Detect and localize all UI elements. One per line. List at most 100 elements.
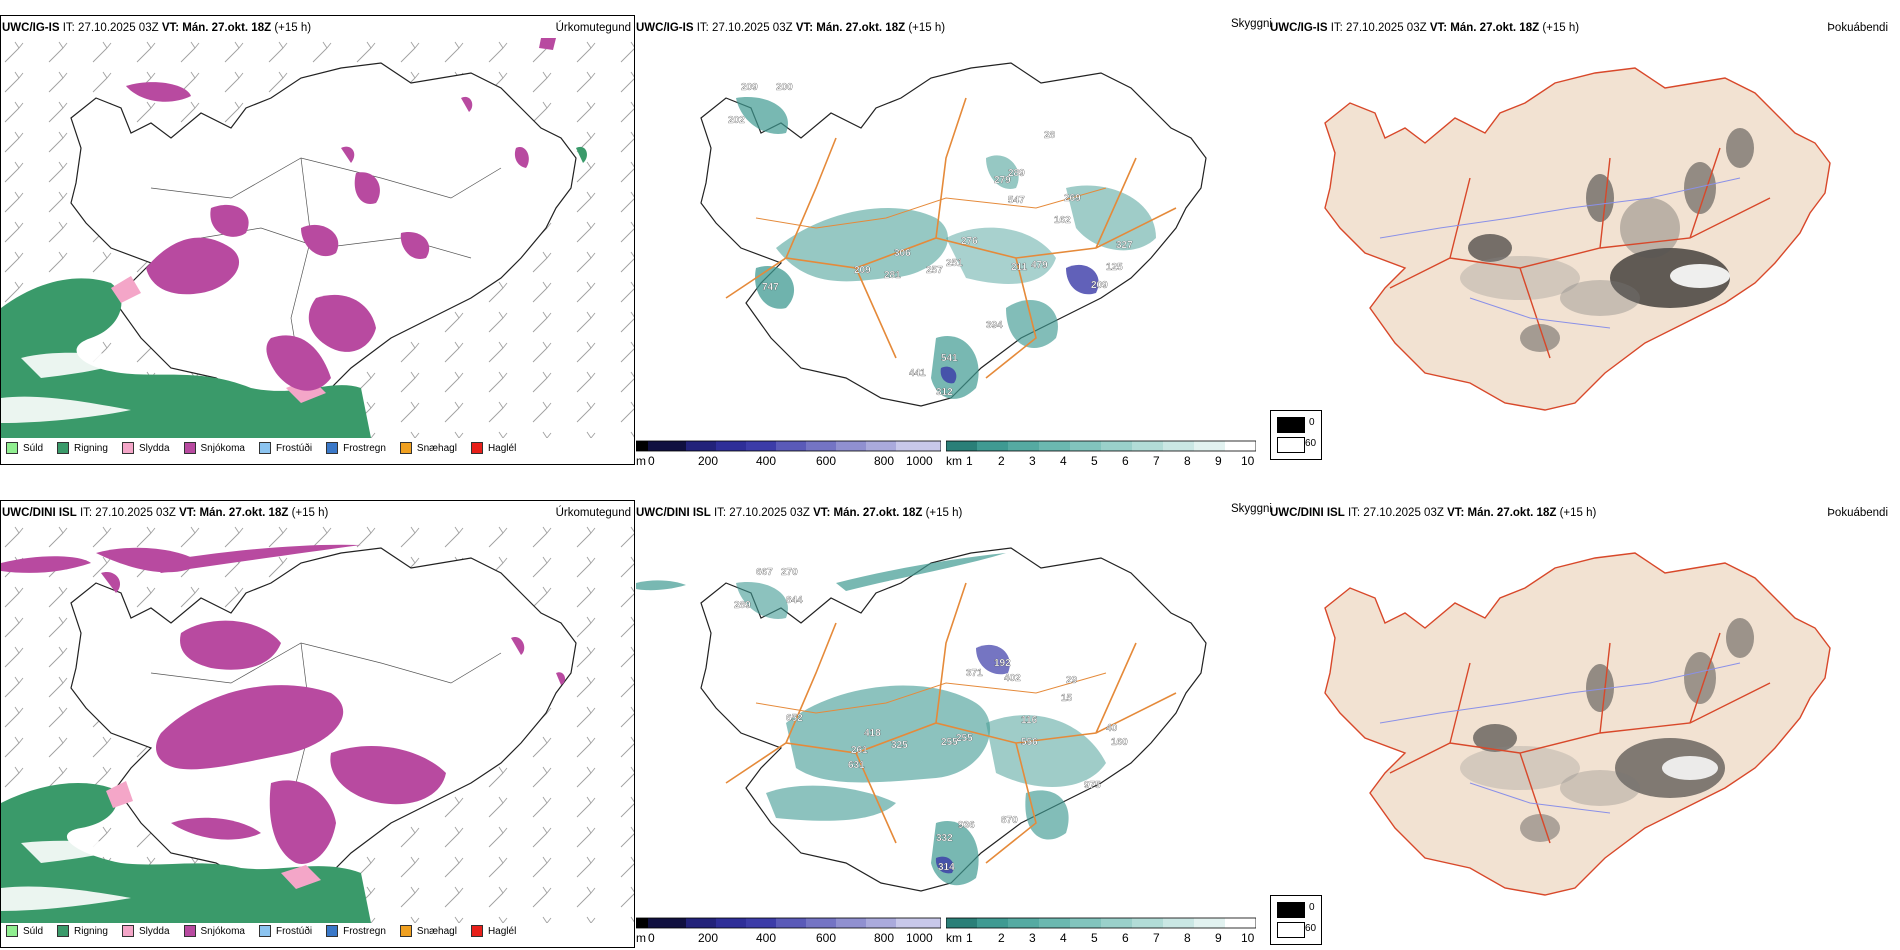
legend-label: Slydda <box>138 442 170 454</box>
snow-area <box>146 237 240 295</box>
visibility-panel-bottom: UWC/DINI ISL IT: 27.10.2025 03Z VT: Mán.… <box>636 485 1322 950</box>
legend-swatch <box>258 925 271 937</box>
legend-swatch <box>399 442 412 454</box>
legend-item: Slydda <box>121 442 170 454</box>
legend-item: Haglél <box>470 442 516 454</box>
it-value: 27.10.2025 03Z <box>95 507 176 519</box>
vis-label: 270 <box>781 567 798 578</box>
vt-label: VT: <box>795 22 814 34</box>
legend-item: Slydda <box>121 925 170 937</box>
vt-value: Mán. 27.okt. 18Z <box>1450 22 1540 34</box>
vis-label: 844 <box>786 595 803 606</box>
iceland-outline <box>1324 552 1831 896</box>
legend-swatch <box>183 442 196 454</box>
legend-swatch <box>1277 417 1305 433</box>
colorbar-km-tick: 6 <box>1122 931 1129 945</box>
colorbar-m-tick: 600 <box>816 931 837 945</box>
vt-label: VT: <box>813 507 831 519</box>
colorbar-m-tick: 600 <box>816 454 837 468</box>
vis-label: 371 <box>966 668 983 679</box>
legend-label: Rigning <box>74 442 108 454</box>
legend-label: 0 <box>1309 417 1315 428</box>
vis-label: 975 <box>1084 780 1101 791</box>
legend-label: Frostregn <box>343 442 386 454</box>
it-value: 27.10.2025 03Z <box>712 22 793 34</box>
vis-label: 541 <box>941 353 958 364</box>
precip-type-panel-top: UWC/IG-IS IT: 27.10.2025 03Z VT: Mán. 27… <box>0 0 635 470</box>
lead-time: (+15 h) <box>908 22 946 34</box>
colorbar-m-tick: 200 <box>698 931 719 945</box>
legend-swatch <box>326 925 339 937</box>
it-value: 27.10.2025 03Z <box>1363 507 1444 519</box>
vt-label: VT: <box>161 22 180 34</box>
colorbar-km-tick: 3 <box>1029 931 1036 945</box>
vis-label: 255 <box>956 733 973 744</box>
vis-label: 556 <box>1021 737 1038 748</box>
precip-map-bottom <box>1 523 634 923</box>
visibility-colorbar-m <box>636 440 941 452</box>
legend-item: Snjókoma <box>183 925 245 937</box>
legend-label: Súld <box>23 442 44 454</box>
legend-swatch <box>6 925 18 937</box>
vis-label: 441 <box>909 368 926 379</box>
colorbar-km-tick: 1 <box>966 454 973 468</box>
colorbar-km-tick: 4 <box>1060 931 1067 945</box>
panel-header: UWC/DINI ISL IT: 27.10.2025 03Z VT: Mán.… <box>2 507 328 519</box>
iceland-outline <box>1324 67 1831 411</box>
colorbar-km-tick: 8 <box>1184 454 1191 468</box>
legend-label: Frostúði <box>275 442 313 454</box>
panel-header: UWC/IG-IS IT: 27.10.2025 03Z VT: Mán. 27… <box>636 22 945 34</box>
legend-swatch <box>57 925 70 937</box>
colorbar-m-tick: 400 <box>756 454 777 468</box>
legend-label: 60 <box>1305 438 1317 449</box>
visibility-colorbar-km <box>946 917 1256 929</box>
vis-label: 325 <box>891 740 908 751</box>
visibility-title: Skyggni <box>1231 18 1272 30</box>
vis-label: 652 <box>786 713 803 724</box>
visibility-panel-top: UWC/IG-IS IT: 27.10.2025 03Z VT: Mán. 27… <box>636 0 1322 470</box>
panel-header: UWC/DINI ISL IT: 27.10.2025 03Z VT: Mán.… <box>1270 507 1596 519</box>
colorbar-km-tick: 10 <box>1241 454 1255 468</box>
colorbar-km-unit: km <box>946 454 962 468</box>
colorbar-km-tick: 10 <box>1241 931 1255 945</box>
rain-area <box>1 278 371 438</box>
vis-label: 28 <box>1044 130 1056 141</box>
colorbar-m-unit: m <box>636 454 646 468</box>
legend-label: Snjókoma <box>200 442 245 454</box>
colorbar-km-tick: 7 <box>1153 931 1160 945</box>
colorbar-m-tick: 400 <box>756 931 777 945</box>
fog-index-panel-top: UWC/IG-IS IT: 27.10.2025 03Z VT: Mán. 27… <box>1270 0 1900 470</box>
legend-swatch <box>326 442 339 454</box>
fog-index-legend: 0 60 <box>1270 410 1322 460</box>
legend-item: Rigning <box>57 442 108 454</box>
legend-swatch <box>399 925 412 937</box>
visibility-value-labels: 209 200 202 279 289 547 269 162 306 251 … <box>728 82 1133 398</box>
legend-swatch <box>57 442 70 454</box>
colorbar-km-unit: km <box>946 931 962 945</box>
vis-label: 202 <box>728 115 745 126</box>
colorbar-m-tick: 0 <box>648 454 655 468</box>
lead-time: (+15 h) <box>1559 507 1597 519</box>
colorbar-km-tick: 9 <box>1215 931 1222 945</box>
colorbar-m-tick: 0 <box>648 931 655 945</box>
precip-type-title: Úrkomutegund <box>555 22 631 34</box>
vt-value: Mán. 27.okt. 18Z <box>182 22 272 34</box>
vis-label: 332 <box>936 833 953 844</box>
legend-item: Snæhagl <box>399 442 457 454</box>
legend-label: Slydda <box>138 925 170 937</box>
vt-label: VT: <box>1429 22 1448 34</box>
legend-label: Frostregn <box>343 925 386 937</box>
iceland-outline <box>700 62 1207 407</box>
colorbar-m-tick: 1000 <box>906 931 933 945</box>
legend-swatch <box>470 925 483 937</box>
visibility-colorbar-m <box>636 917 941 929</box>
it-label: IT: <box>1330 22 1343 34</box>
legend-label: 60 <box>1305 923 1317 934</box>
vis-label: 257 <box>926 265 943 276</box>
legend-item: Snæhagl <box>399 925 457 937</box>
vt-value: Mán. 27.okt. 18Z <box>833 507 923 519</box>
lead-time: (+15 h) <box>274 22 312 34</box>
visibility-colorbar-km <box>946 440 1256 452</box>
vis-label: 251 <box>946 258 963 269</box>
it-value: 27.10.2025 03Z <box>78 22 159 34</box>
